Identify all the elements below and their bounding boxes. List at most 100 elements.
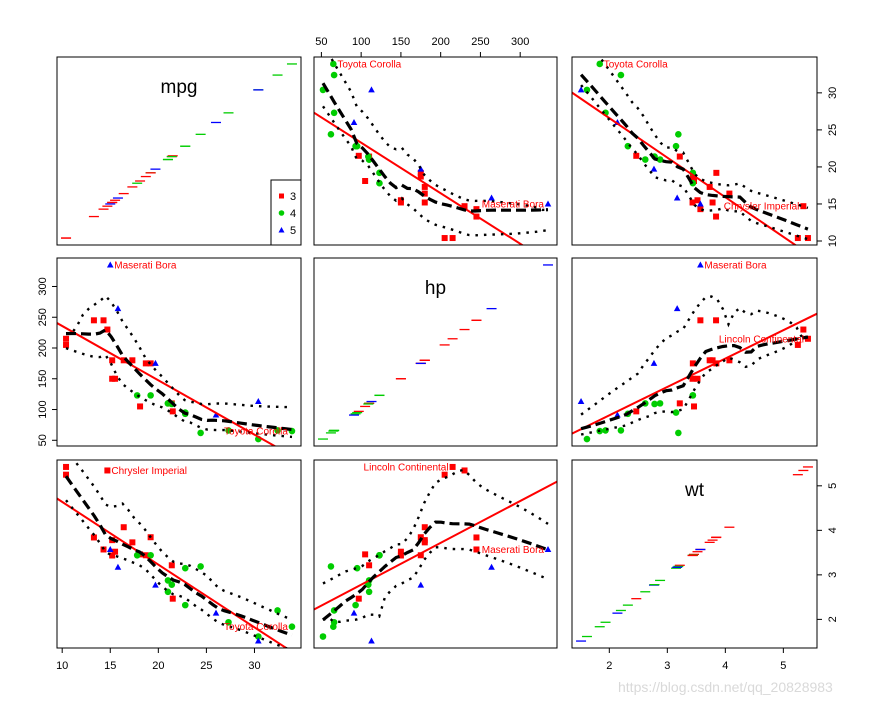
- tick-label: 25: [827, 124, 839, 136]
- data-point: [212, 609, 220, 616]
- data-point: [90, 534, 97, 541]
- data-point: [114, 305, 122, 312]
- smoother-line: [321, 82, 549, 213]
- data-point: [362, 551, 369, 558]
- data-point: [368, 637, 375, 644]
- tick-label: 2: [606, 660, 612, 672]
- data-point: [168, 581, 176, 588]
- axis-top-hp: 50 100 150 200 250 300: [315, 36, 529, 58]
- spread-lower-line: [322, 546, 549, 624]
- data-point: [330, 71, 338, 79]
- regression-line: [572, 312, 817, 435]
- data-point: [689, 199, 696, 206]
- spread-lower-line: [580, 335, 809, 436]
- smoother-line: [579, 73, 809, 231]
- data-point: [800, 326, 807, 333]
- data-point: [689, 375, 696, 382]
- tick-label: 20: [827, 161, 839, 173]
- data-point: [656, 400, 664, 407]
- regression-line: [314, 111, 525, 245]
- data-point: [689, 360, 696, 367]
- legend: 3 4 5: [270, 179, 302, 246]
- axis-right-wt: 2 3 4 5: [816, 483, 839, 622]
- panel-mpg-vs-mpg: mpg 3 4 5: [56, 56, 302, 246]
- legend-label: 5: [290, 225, 296, 237]
- data-point: [109, 375, 116, 382]
- tick-label: 30: [827, 87, 839, 99]
- data-point: [168, 562, 175, 569]
- axis-left-hp: 50 100 150 200 250 300: [37, 277, 58, 446]
- tick-label: 4: [827, 527, 839, 533]
- smoother-line: [580, 335, 809, 431]
- smoother-line: [321, 520, 549, 622]
- data-point: [417, 581, 425, 588]
- data-point: [617, 427, 625, 434]
- data-point: [181, 564, 189, 572]
- data-point: [63, 463, 70, 470]
- tick-label: 150: [37, 370, 49, 388]
- data-point: [449, 463, 456, 470]
- panel-frame: [56, 56, 302, 246]
- tick-label: 300: [37, 277, 49, 295]
- data-point: [673, 305, 681, 312]
- axis-right-mpg: 10 15 20 25 30: [816, 87, 839, 247]
- data-point: [461, 467, 468, 474]
- data-point: [713, 169, 720, 176]
- data-point: [441, 471, 448, 478]
- data-point: [488, 194, 495, 201]
- data-point: [353, 564, 361, 572]
- spread-upper-line: [322, 468, 549, 585]
- legend-marker: [278, 210, 285, 216]
- data-point: [726, 190, 733, 197]
- legend-label: 3: [290, 191, 296, 203]
- data-point: [577, 398, 585, 405]
- tick-label: 25: [200, 660, 212, 672]
- panel-frame: [313, 257, 558, 447]
- panel-hp-vs-wt: Maserati Bora Lincoln Continental: [571, 257, 818, 447]
- spread-upper-line: [329, 57, 549, 212]
- data-point: [473, 546, 480, 553]
- data-point: [274, 607, 281, 614]
- data-point: [583, 86, 591, 94]
- data-point: [421, 524, 428, 531]
- data-point: [421, 537, 428, 544]
- data-point: [421, 190, 428, 197]
- data-point: [709, 357, 716, 364]
- tick-label: 100: [352, 36, 370, 48]
- data-point: [397, 548, 404, 555]
- axis-bottom-mpg: 10 15 20 25 30: [56, 647, 261, 672]
- data-point: [697, 200, 704, 207]
- panel-frame: [56, 257, 302, 447]
- data-point: [330, 60, 337, 68]
- data-point: [288, 623, 296, 631]
- data-point: [804, 335, 811, 342]
- point-label: Chrysler Imperial: [724, 202, 800, 213]
- tick-label: 10: [827, 235, 839, 247]
- data-point: [104, 467, 111, 474]
- data-point: [152, 581, 159, 588]
- tick-label: 250: [37, 308, 49, 326]
- data-point: [129, 357, 136, 364]
- tick-label: 3: [664, 660, 670, 672]
- watermark: https://blog.csdn.net/qq_20828983: [618, 679, 833, 695]
- regression-line: [57, 497, 288, 648]
- data-point: [694, 375, 701, 382]
- data-point: [641, 156, 649, 163]
- panel-wt-vs-wt: wt: [571, 459, 818, 649]
- data-point: [365, 581, 372, 588]
- tick-label: 300: [511, 36, 529, 48]
- data-point: [697, 317, 704, 324]
- data-point: [397, 199, 404, 206]
- data-point: [365, 588, 373, 596]
- data-point: [355, 595, 362, 602]
- tick-label: 5: [780, 660, 786, 672]
- data-point: [673, 194, 681, 201]
- data-point: [650, 359, 658, 366]
- tick-label: 200: [37, 339, 49, 357]
- data-point: [577, 86, 585, 93]
- axis-bottom-wt: 2 3 4 5: [606, 647, 786, 672]
- data-point: [713, 317, 720, 324]
- data-point: [100, 317, 107, 324]
- tick-label: 50: [315, 36, 327, 48]
